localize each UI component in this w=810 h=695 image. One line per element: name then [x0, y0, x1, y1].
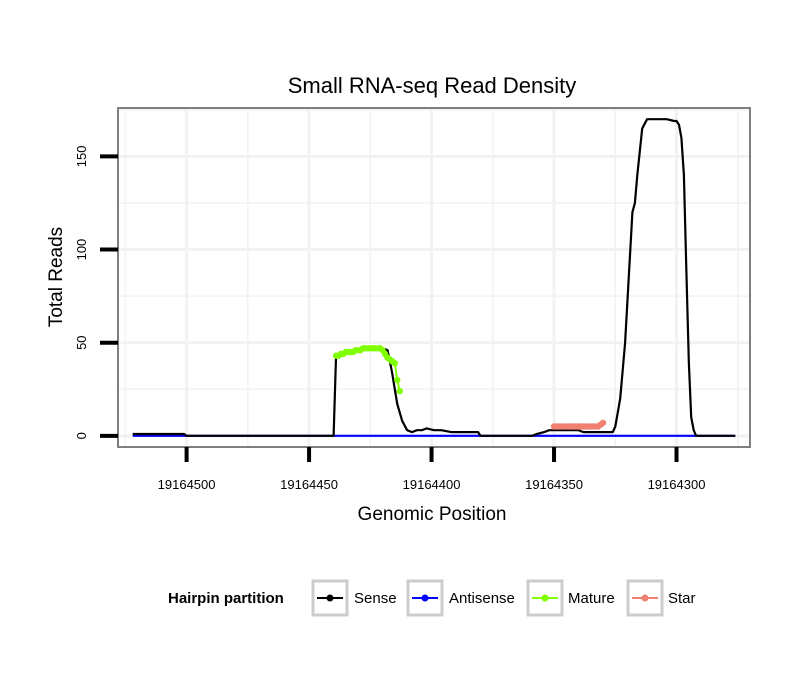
x-tick-label: 19164350 — [525, 477, 583, 492]
legend-key-point-sense — [326, 594, 334, 602]
series-point-star — [599, 419, 607, 426]
y-tick-label: 50 — [74, 335, 89, 349]
legend: Hairpin partition Sense Antisense Mature St… — [168, 579, 696, 617]
series-layer — [132, 118, 736, 437]
plot-panel — [118, 108, 750, 447]
legend-label-star: Star — [668, 590, 696, 607]
x-tick-label: 19164500 — [158, 477, 216, 492]
x-tick-label: 19164450 — [280, 477, 338, 492]
axes: 19164500 19164450 19164400 19164350 19164300… — [74, 146, 705, 492]
y-tick-label: 100 — [74, 239, 89, 261]
legend-label-mature: Mature — [568, 590, 615, 607]
series-point-mature — [391, 359, 399, 367]
x-axis-label: Genomic Position — [358, 504, 507, 525]
series-point-mature — [394, 376, 401, 384]
legend-key-point-antisense — [421, 594, 429, 602]
legend-label-sense: Sense — [354, 590, 397, 607]
legend-key-point-mature — [541, 594, 549, 602]
legend-title: Hairpin partition — [168, 590, 284, 607]
y-tick-label: 150 — [74, 146, 89, 168]
y-axis-label: Total Reads — [46, 227, 67, 327]
x-tick-label: 19164300 — [648, 477, 706, 492]
plot-panel-border — [117, 107, 751, 448]
series-point-mature — [396, 387, 403, 395]
legend-entries: Sense Antisense Mature Star — [311, 579, 696, 617]
legend-key-point-star — [641, 594, 649, 602]
x-tick-label: 19164400 — [403, 477, 461, 492]
chart-title: Small RNA-seq Read Density — [288, 73, 577, 98]
grid — [118, 108, 750, 447]
y-tick-label: 0 — [74, 432, 89, 439]
legend-label-antisense: Antisense — [449, 590, 515, 607]
